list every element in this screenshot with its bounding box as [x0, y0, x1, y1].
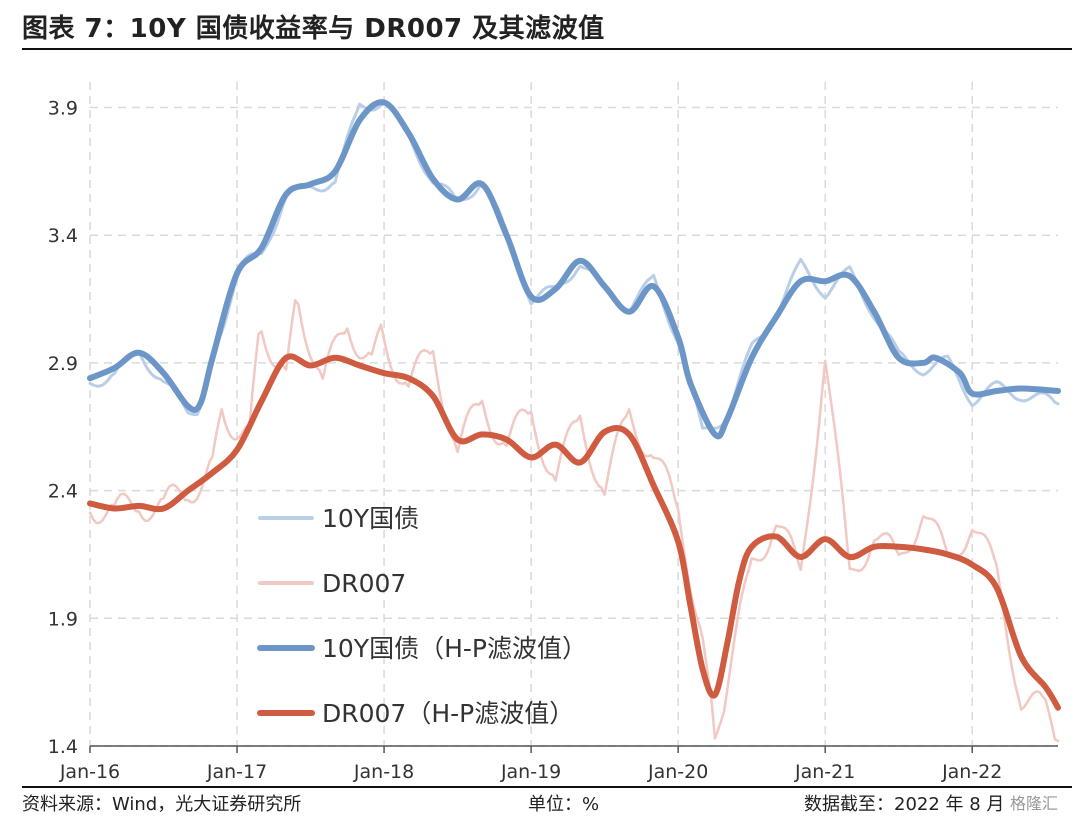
legend-label: 10Y国债（H-P滤波值） [322, 634, 587, 663]
x-tick-label: Jan-20 [647, 761, 708, 783]
series-line-3 [87, 99, 1061, 440]
grid-lines [89, 82, 1058, 747]
date-note: 数据截至：2022 年 8 月 [804, 794, 1005, 815]
series-line-2 [88, 299, 1060, 743]
x-tick-label: Jan-17 [206, 761, 267, 783]
legend-label: 10Y国债 [322, 504, 419, 533]
x-tick-label: Jan-21 [794, 761, 855, 783]
source-note: 资料来源：Wind，光大证券研究所 [22, 794, 302, 815]
axes: 1.4 1.9 2.4 2.9 3.4 3.9 Jan-16 Jan-17 Jan-18 Jan-… [48, 98, 1058, 783]
y-tick-label: 2.9 [48, 353, 78, 375]
chart-title: 图表 7：10Y 国债收益率与 DR007 及其滤波值 [22, 14, 605, 44]
y-tick-label: 3.4 [48, 225, 78, 247]
y-tick-label: 1.4 [48, 736, 78, 758]
x-tick-label: Jan-16 [59, 761, 120, 783]
legend-label: DR007 [322, 569, 406, 598]
title-rule [22, 48, 1072, 50]
unit-note: 单位：% [528, 794, 600, 815]
y-tick-label: 2.4 [48, 481, 78, 503]
y-tick-label: 1.9 [48, 608, 78, 630]
line-chart: 1.4 1.9 2.4 2.9 3.4 3.9 Jan-16 Jan-17 Jan-18 Jan-… [48, 82, 1061, 783]
y-tick-label: 3.9 [48, 98, 78, 120]
series-layer [87, 99, 1061, 743]
legend-label: DR007（H-P滤波值） [322, 699, 574, 728]
x-tick-label: Jan-19 [500, 761, 561, 783]
x-tick-label: Jan-18 [353, 761, 414, 783]
footer-rule [22, 786, 1072, 788]
series-line-4 [87, 353, 1061, 711]
watermark: 格隆汇 [1010, 794, 1059, 813]
legend: 10Y国债 DR007 10Y国债（H-P滤波值） DR007（H-P滤波值） [257, 504, 587, 728]
x-tick-label: Jan-22 [941, 761, 1002, 783]
